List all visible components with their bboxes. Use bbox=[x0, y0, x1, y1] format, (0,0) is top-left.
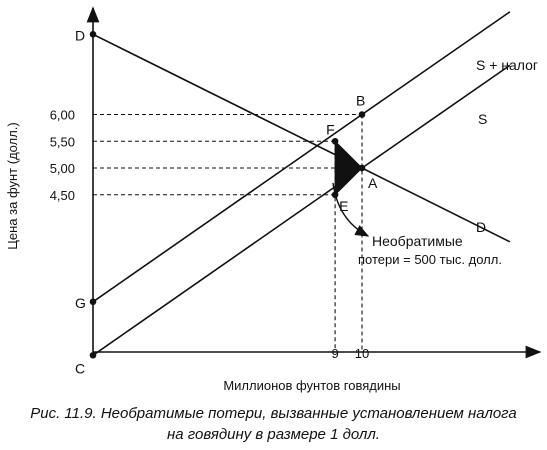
annotation-line-2: потери = 500 тыс. долл. bbox=[358, 252, 502, 267]
point-D bbox=[89, 30, 97, 38]
deadweight-loss-area bbox=[334, 140, 363, 196]
annotation-line-1: Необратимые bbox=[372, 233, 463, 249]
label-supply-tax: S + налог bbox=[476, 57, 538, 73]
point-label-C: C bbox=[75, 360, 85, 376]
point-label-D: D bbox=[75, 27, 85, 43]
label-demand: D bbox=[476, 219, 486, 235]
annotation-arrow bbox=[332, 182, 370, 237]
axes bbox=[86, 6, 542, 359]
point-label-B: B bbox=[356, 93, 365, 109]
figure-caption-line-1: Рис. 11.9. Необратимые потери, вызванные… bbox=[30, 405, 517, 422]
x-tick-label: 10 bbox=[355, 346, 369, 361]
point-F bbox=[331, 137, 339, 145]
points bbox=[89, 30, 366, 359]
figure-caption-line-2: на говядину в размере 1 долл. bbox=[167, 426, 380, 443]
point-label-G: G bbox=[75, 295, 86, 311]
deadweight-loss-triangle bbox=[334, 140, 363, 196]
labels: Миллионов фунтов говядины Цена за фунт (д… bbox=[5, 27, 538, 393]
point-label-E: E bbox=[339, 198, 348, 214]
y-axis-title: Цена за фунт (долл.) bbox=[5, 122, 20, 249]
label-supply: S bbox=[478, 111, 487, 127]
y-tick-label: 5,50 bbox=[50, 134, 75, 149]
point-G bbox=[89, 298, 97, 306]
x-tick-label: 9 bbox=[331, 346, 338, 361]
y-tick-label: 4,50 bbox=[50, 188, 75, 203]
point-label-A: A bbox=[368, 175, 378, 191]
point-C bbox=[89, 351, 97, 359]
y-tick-label: 6,00 bbox=[50, 108, 75, 123]
point-A bbox=[358, 164, 366, 172]
y-tick-label: 5,00 bbox=[50, 161, 75, 176]
curves bbox=[92, 11, 511, 356]
point-B bbox=[358, 111, 366, 118]
x-axis-title: Миллионов фунтов говядины bbox=[223, 378, 400, 393]
guide-lines bbox=[93, 113, 363, 352]
point-label-F: F bbox=[326, 121, 335, 137]
